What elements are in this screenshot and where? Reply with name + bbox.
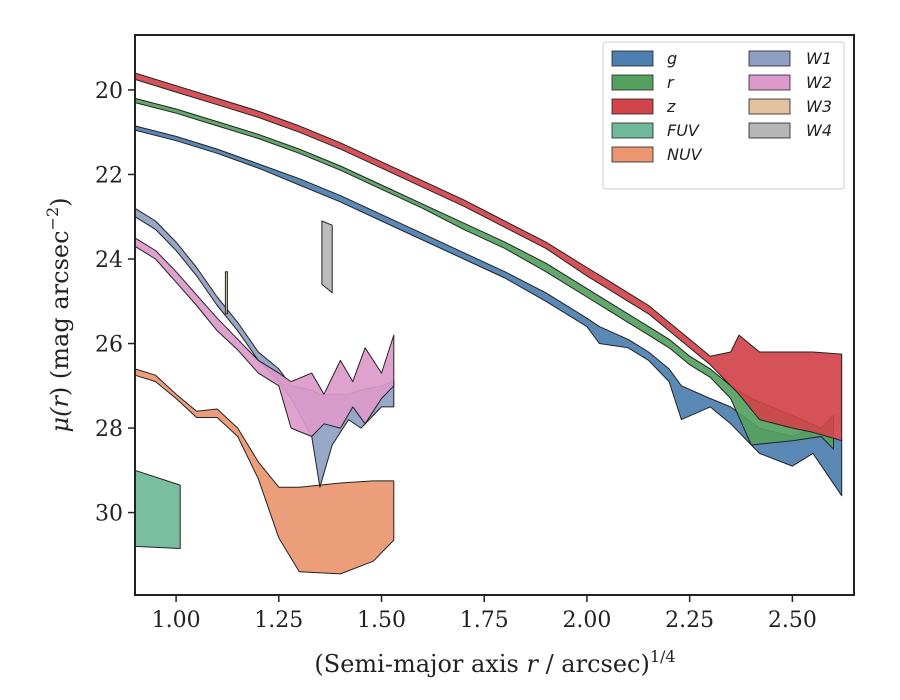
legend-swatch-w4 — [748, 122, 791, 139]
series-layer — [134, 72, 843, 575]
legend-swatch-fuv — [611, 122, 654, 139]
legend-swatch-w2 — [748, 74, 791, 91]
x-tick-label: 1.75 — [460, 608, 509, 633]
legend-label-w2: W2 — [806, 73, 832, 92]
band-nuv — [134, 368, 395, 575]
x-tick-label: 2.00 — [562, 608, 611, 633]
x-tick-label: 1.25 — [254, 608, 303, 633]
legend-label-w4: W4 — [806, 121, 832, 140]
legend-swatch-nuv — [611, 146, 654, 163]
y-tick-label: 28 — [95, 417, 123, 442]
band-w3 — [224, 271, 228, 315]
x-axis-label: (Semi-major axis r / arcsec)1/4 — [314, 647, 675, 678]
band-g — [134, 125, 843, 497]
legend-label-r: r — [667, 73, 675, 92]
y-tick-label: 20 — [95, 79, 123, 104]
y-axis-label: μ(r) (mag arcsec−2) — [43, 197, 74, 432]
band-w4 — [321, 220, 333, 294]
legend-label-g: g — [667, 49, 677, 68]
band-w2 — [134, 237, 395, 437]
y-tick-label: 22 — [95, 163, 123, 188]
band-z — [134, 72, 843, 442]
legend-label-w1: W1 — [806, 49, 832, 68]
legend: grz FUV NUV W1 W2 W3 W4 — [602, 41, 845, 190]
y-tick-label: 30 — [95, 502, 123, 527]
legend-label-fuv: FUV — [667, 121, 700, 140]
legend-swatch-r — [611, 74, 654, 91]
legend-swatch-w1 — [748, 50, 791, 67]
x-tick-label: 2.25 — [665, 608, 714, 633]
x-tick-label: 2.50 — [768, 608, 817, 633]
y-tick-label: 26 — [95, 333, 123, 358]
legend-label-z: z — [666, 97, 676, 116]
legend-swatch-w3 — [748, 98, 791, 115]
x-tick-label: 1.00 — [152, 608, 201, 633]
y-tick-label: 24 — [95, 248, 123, 273]
legend-label-w3: W3 — [806, 97, 832, 116]
legend-label-nuv: NUV — [667, 145, 703, 164]
legend-swatch-g — [611, 50, 654, 67]
x-tick-label: 1.50 — [357, 608, 406, 633]
plot-frame — [134, 34, 855, 596]
legend-swatch-z — [611, 98, 654, 115]
ticks-layer: 1.00 1.25 1.50 1.75 2.00 2.25 2.50 20 22 24 26 28 30 — [95, 79, 817, 633]
